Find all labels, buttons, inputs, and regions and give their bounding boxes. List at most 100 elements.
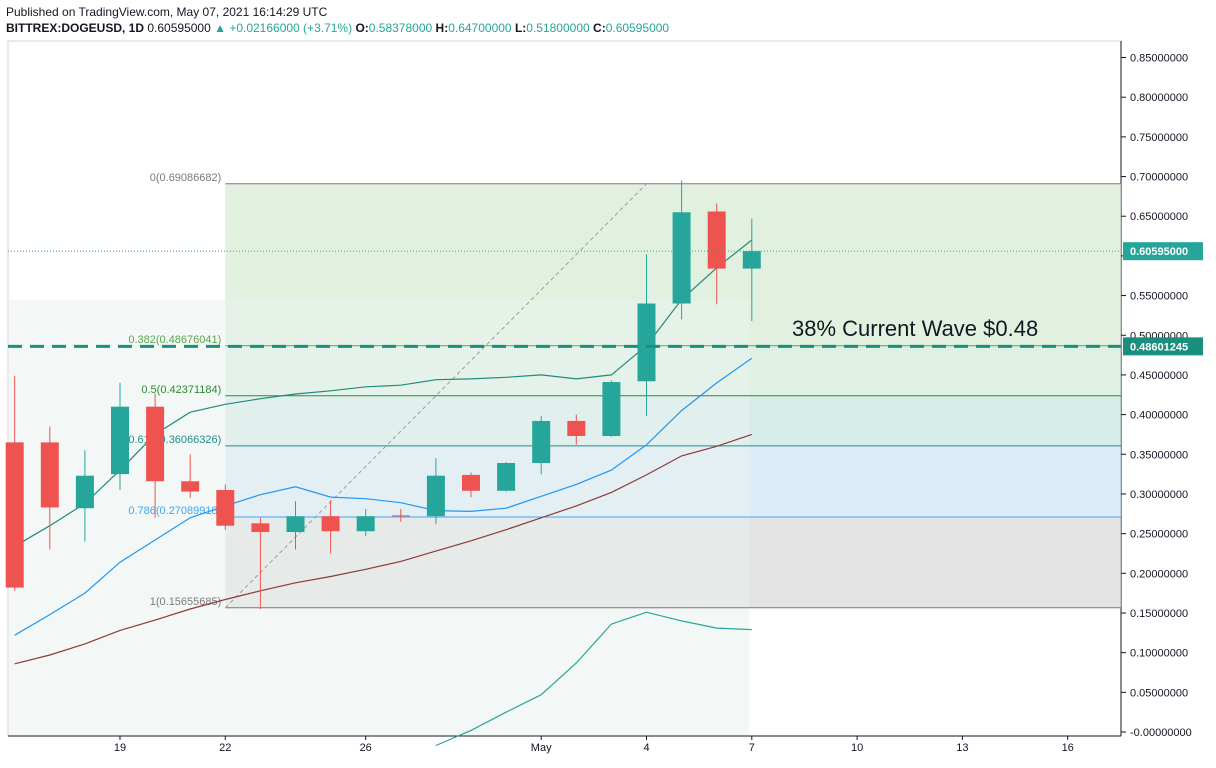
symbol-label[interactable]: BITTREX:DOGEUSD, 1D [6, 21, 145, 35]
y-tick-label: 0.10000000 [1130, 648, 1188, 660]
x-tick-label: 13 [956, 742, 968, 754]
candle-body [462, 474, 480, 491]
level-price-badge-bg [1123, 337, 1203, 356]
candle-body [5, 442, 24, 588]
candle-body [637, 303, 656, 382]
y-tick-label: 0.15000000 [1130, 608, 1188, 620]
low-value: 0.51800000 [526, 21, 590, 35]
open-label: O: [355, 21, 369, 35]
last-price: 0.60595000 [147, 21, 211, 35]
high-label: H: [435, 21, 449, 35]
y-tick-label: 0.20000000 [1130, 568, 1188, 580]
last-price-badge: 0.60595000 [1123, 242, 1203, 261]
candle[interactable] [637, 254, 656, 417]
fib-level-label: 0.618(0.36066326) [128, 434, 221, 446]
x-tick-label: 26 [360, 742, 372, 754]
candle-body [567, 420, 586, 437]
close-value: 0.60595000 [605, 21, 670, 35]
candle-body [742, 251, 761, 269]
candle-body [251, 523, 270, 533]
ohlc-line: BITTREX:DOGEUSD, 1D 0.60595000 ▲ +0.0216… [6, 20, 1106, 36]
candle-body [146, 406, 165, 482]
fib-level-label: 0.382(0.48676041) [128, 334, 221, 346]
candle[interactable] [672, 180, 691, 320]
candle[interactable] [391, 509, 410, 522]
x-tick-label: 16 [1062, 742, 1074, 754]
x-tick-label: May [531, 742, 552, 754]
candle[interactable] [462, 472, 480, 498]
candle-body [181, 481, 200, 492]
x-tick-label: 19 [114, 742, 126, 754]
candle[interactable] [216, 484, 235, 530]
fib-level-label: 1(0.15655685) [150, 596, 222, 608]
level-price-badge-text: 0.48601245 [1130, 341, 1188, 353]
x-tick-label: 22 [219, 742, 231, 754]
wave-annotation: 38% Current Wave $0.48 [792, 316, 1038, 341]
x-tick-label: 10 [851, 742, 863, 754]
high-value: 0.64700000 [448, 21, 512, 35]
low-label: L: [514, 21, 527, 35]
candle[interactable] [40, 426, 59, 550]
ema-mid-line [14, 357, 753, 636]
close-label: C: [593, 21, 606, 35]
y-tick-label: 0.35000000 [1130, 449, 1188, 461]
candle-body [216, 489, 235, 526]
y-tick-label: 0.40000000 [1130, 410, 1188, 422]
published-line: Published on TradingView.com, May 07, 20… [6, 5, 328, 19]
change-value: ▲ +0.02166000 (+3.71%) [214, 21, 353, 35]
last-price-badge-bg [1123, 242, 1203, 261]
candle[interactable] [111, 382, 129, 490]
y-tick-label: 0.75000000 [1130, 132, 1188, 144]
candle[interactable] [742, 218, 761, 321]
band-lower-line [435, 611, 752, 747]
y-tick-label: 0.70000000 [1130, 172, 1188, 184]
y-tick-label: 0.55000000 [1130, 291, 1188, 303]
candle[interactable] [426, 458, 445, 525]
candle[interactable] [707, 203, 726, 305]
candle[interactable] [602, 380, 621, 437]
x-tick-label: 7 [749, 742, 755, 754]
y-tick-label: 0.65000000 [1130, 211, 1188, 223]
candle[interactable] [75, 450, 94, 542]
y-tick-label: 0.80000000 [1130, 92, 1188, 104]
candle[interactable] [146, 393, 165, 518]
fib-level-label: 0.786(0.27089918) [128, 505, 221, 517]
candle-body [75, 475, 94, 509]
candle-body [286, 516, 305, 533]
candle[interactable] [181, 454, 200, 498]
candle-body [391, 515, 410, 517]
candle[interactable] [497, 462, 516, 492]
y-tick-label: 0.45000000 [1130, 370, 1188, 382]
y-tick-label: 0.05000000 [1130, 687, 1188, 699]
fib-level-label: 0.5(0.42371184) [141, 384, 221, 396]
candle-body [426, 475, 445, 517]
chart-header: Published on TradingView.com, May 07, 20… [6, 4, 1106, 36]
y-tick-label: 0.30000000 [1130, 489, 1188, 501]
candle[interactable] [286, 501, 305, 550]
candle[interactable] [251, 517, 270, 610]
last-price-badge-text: 0.60595000 [1130, 246, 1188, 258]
candle-body [356, 516, 375, 532]
x-tick-label: 4 [643, 742, 649, 754]
candle-body [321, 516, 340, 532]
ema-fast-line [14, 239, 753, 547]
candle[interactable] [356, 509, 375, 537]
candle-body [40, 442, 59, 508]
y-tick-label: -0.00000000 [1130, 727, 1192, 739]
candle[interactable] [321, 500, 340, 554]
candle-body [532, 420, 551, 464]
candle-body [497, 463, 516, 491]
open-value: 0.58378000 [368, 21, 433, 35]
candle-body [602, 382, 621, 437]
y-tick-label: 0.85000000 [1130, 53, 1188, 65]
candle-body [111, 406, 129, 475]
y-tick-label: 0.25000000 [1130, 529, 1188, 541]
level-price-badge: 0.48601245 [1123, 337, 1203, 356]
ema-slow-line [14, 433, 752, 665]
candle[interactable] [5, 375, 24, 591]
candle-body [672, 212, 691, 304]
candle[interactable] [567, 414, 586, 445]
fib-level-label: 0(0.69086682) [150, 172, 222, 184]
candle[interactable] [532, 416, 551, 475]
